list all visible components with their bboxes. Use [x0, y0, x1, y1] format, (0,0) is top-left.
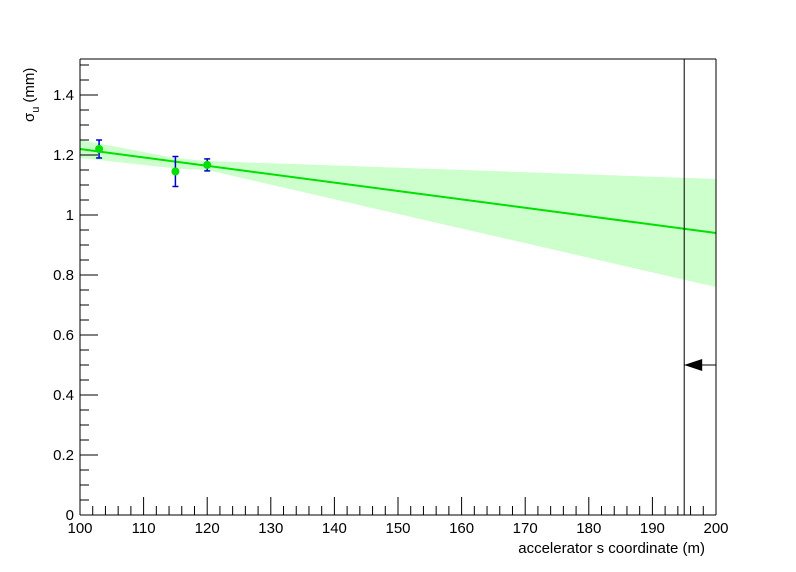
- confidence-band: [80, 140, 716, 287]
- y-tick-label: 1.4: [53, 87, 74, 104]
- y-tick-layer: 0 0.2 0.4 0.6 0.8 1 1.2 1.4: [53, 64, 98, 524]
- y-axis-label-subscript: u: [30, 107, 42, 113]
- y-tick-label: 0: [66, 507, 74, 524]
- x-tick-label: 190: [640, 520, 665, 537]
- x-tick-label: 120: [195, 520, 220, 537]
- y-tick-label: 1.2: [53, 147, 74, 164]
- data-point: [95, 145, 104, 153]
- y-tick-label: 0.4: [53, 387, 74, 404]
- confidence-band-layer: [80, 140, 716, 287]
- svg-text:σu(mm): σu (mm): [21, 68, 42, 122]
- x-tick-label: 170: [513, 520, 538, 537]
- y-tick-label: 1: [66, 207, 74, 224]
- x-tick-label: 140: [322, 520, 347, 537]
- x-tick-label: 150: [385, 520, 410, 537]
- marker-layer: [683, 59, 716, 515]
- fit-line: [79, 148, 717, 234]
- y-tick-label: 0.8: [53, 267, 74, 284]
- x-tick-layer: 100 110 120 130 140 150 160 170 180 190 200: [67, 497, 729, 537]
- x-tick-label: 200: [703, 520, 728, 537]
- y-tick-label: 0.2: [53, 447, 74, 464]
- data-point: [171, 167, 180, 176]
- x-tick-label: 110: [132, 520, 156, 537]
- y-axis-label-unit: (mm): [21, 68, 38, 103]
- marker-arrow-head: [684, 359, 703, 371]
- y-axis-label: σu (mm): [21, 68, 42, 122]
- fit-line-layer: [79, 148, 717, 234]
- y-axis-label-symbol: σ: [21, 112, 38, 122]
- data-points-layer: [95, 139, 212, 188]
- x-axis-label: accelerator s coordinate (m): [518, 540, 705, 557]
- x-tick-label: 100: [67, 520, 92, 537]
- data-point: [203, 160, 212, 169]
- x-tick-label: 160: [449, 520, 474, 537]
- x-tick-label: 180: [576, 520, 601, 537]
- x-tick-label: 130: [258, 520, 283, 537]
- y-tick-label: 0.6: [53, 327, 74, 344]
